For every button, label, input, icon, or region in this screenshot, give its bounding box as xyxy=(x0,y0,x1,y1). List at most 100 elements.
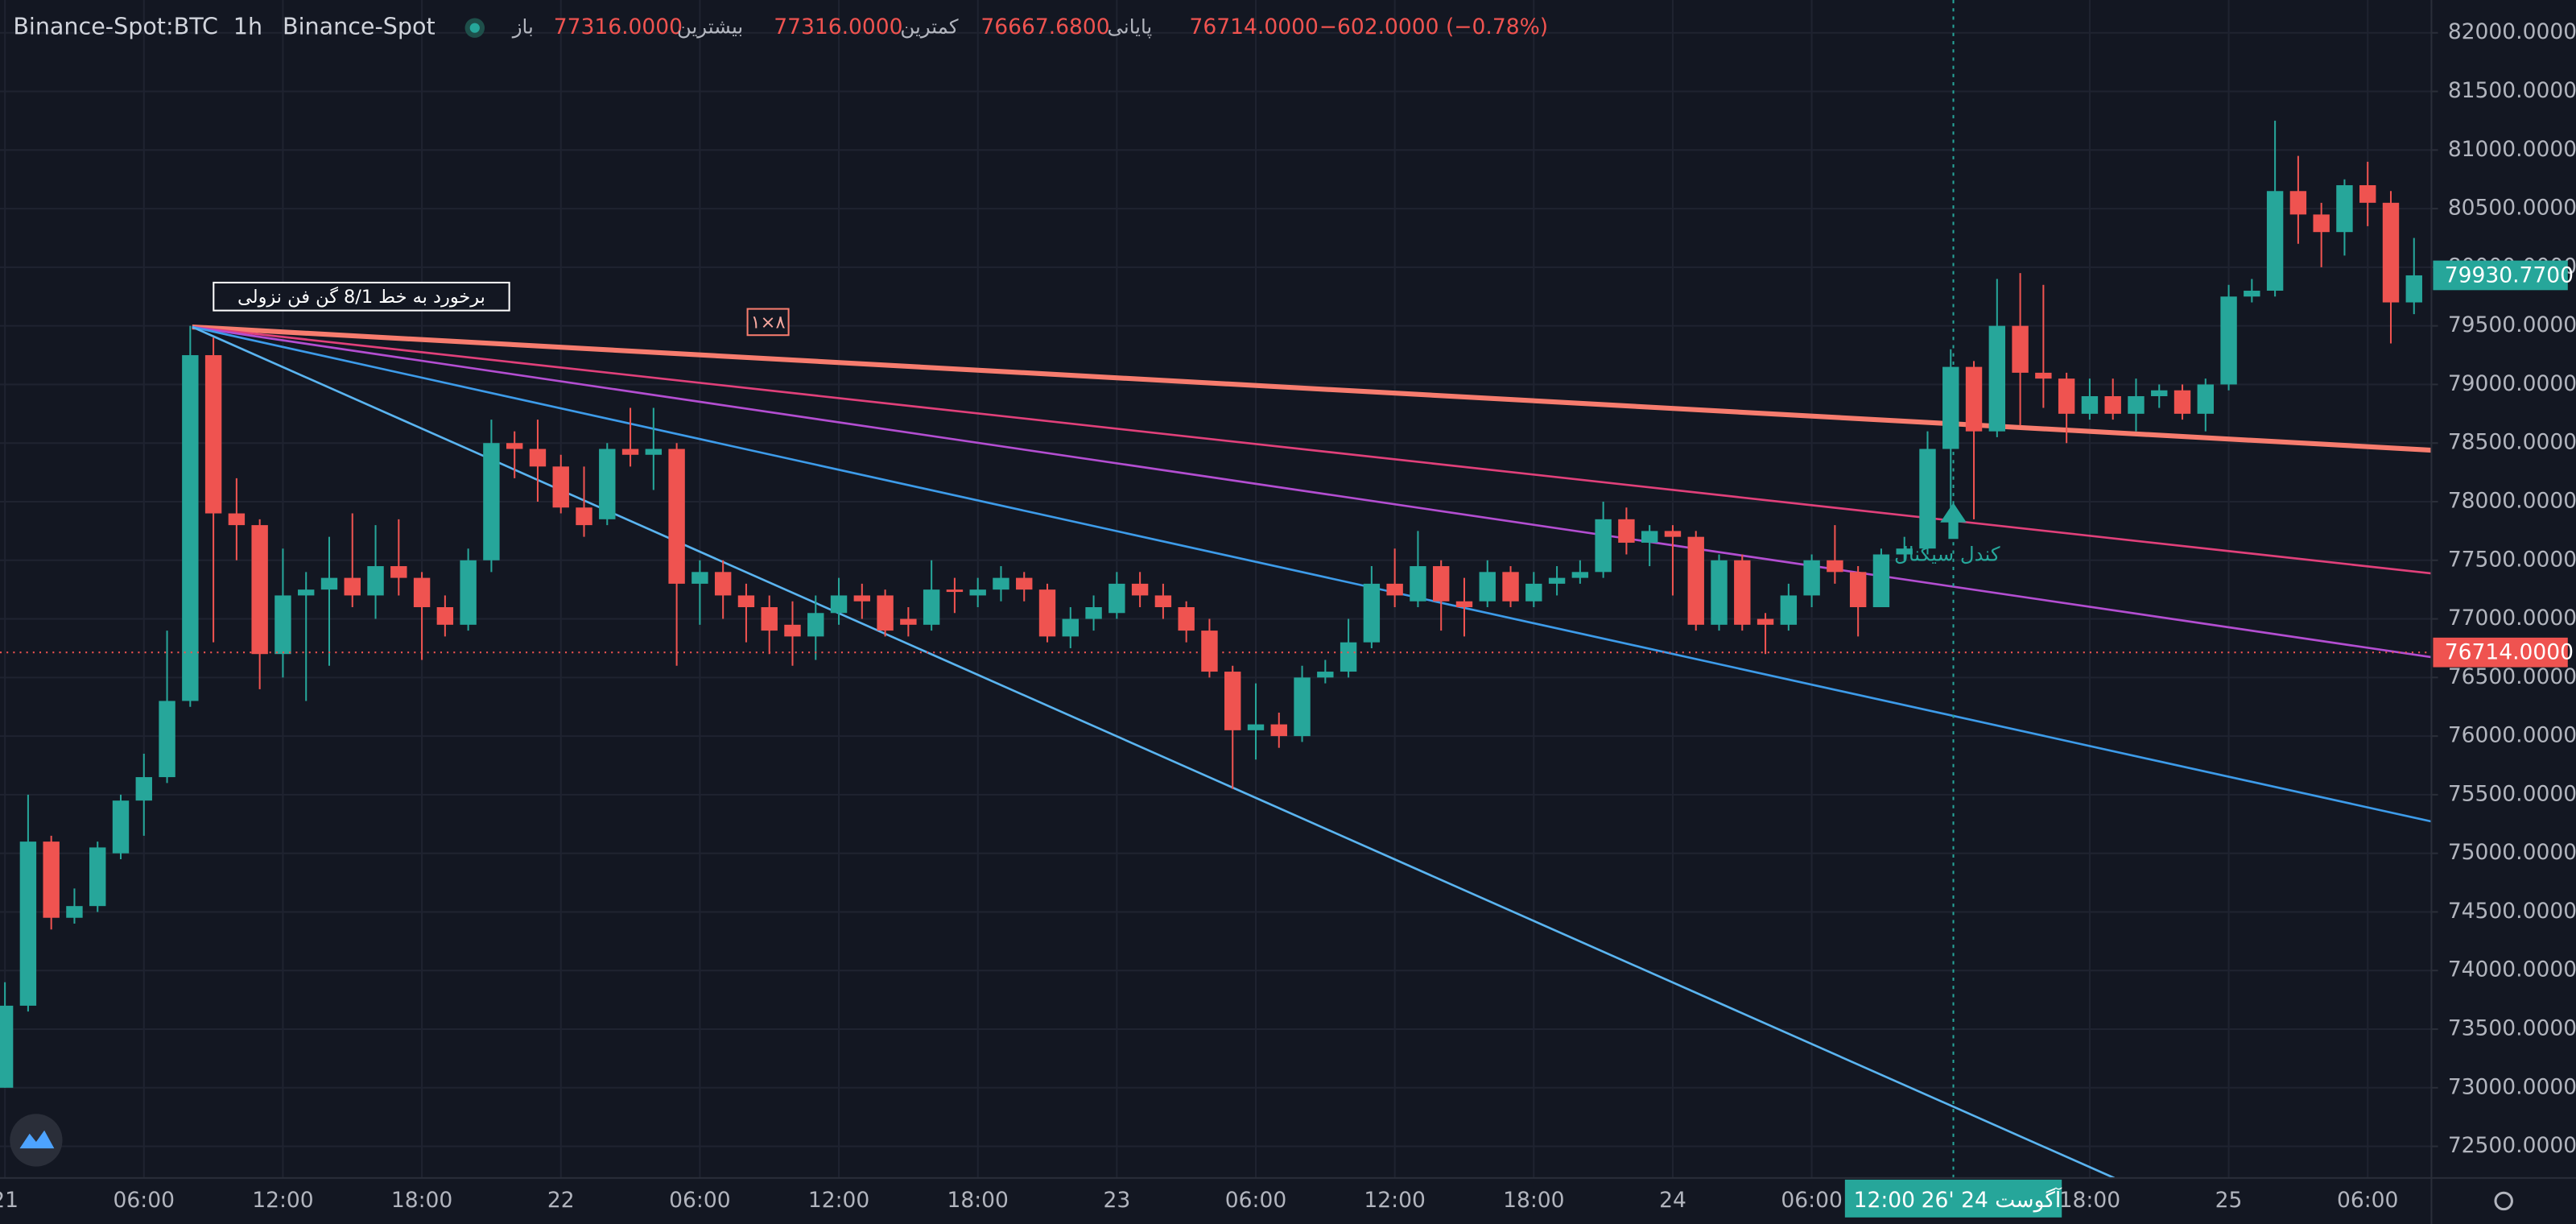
candle-body xyxy=(1016,577,1033,590)
candle-body xyxy=(436,606,454,625)
candle-body xyxy=(43,842,60,918)
candle-body xyxy=(1247,724,1265,730)
candle-body xyxy=(2313,214,2330,233)
candle-body xyxy=(993,577,1009,590)
candles xyxy=(0,120,2432,1088)
legend-label: بیشترین xyxy=(677,15,743,39)
legend-value: 77316.0000 xyxy=(774,14,902,39)
candle-body xyxy=(1849,572,1867,607)
candle-body xyxy=(2266,191,2284,291)
candle-body xyxy=(1410,566,1426,602)
candle-body xyxy=(89,847,106,907)
candle-body xyxy=(1780,595,1798,625)
x-tick-label: 12:00 xyxy=(808,1188,869,1213)
candle-body xyxy=(1154,595,1172,607)
candle-body xyxy=(275,595,291,655)
fan-line xyxy=(192,324,2432,453)
candle-body xyxy=(1827,560,1843,573)
candle-body xyxy=(1571,572,1589,578)
candle-body xyxy=(1919,449,1936,549)
candle-body xyxy=(529,449,547,467)
signal-text: کندل سیگنال xyxy=(1894,543,2000,566)
crosshair-label xyxy=(1844,1179,2062,1218)
candle-body xyxy=(1479,572,1496,602)
legend-label: باز xyxy=(511,15,534,39)
candle-body xyxy=(621,449,639,455)
candle-body xyxy=(390,566,407,578)
candle-body xyxy=(1108,583,1125,614)
legend-label: کمترین xyxy=(900,15,958,39)
y-tick-label: 75000.0000 xyxy=(2448,840,2576,865)
candle-body xyxy=(2104,395,2121,414)
candle-body xyxy=(2336,184,2353,233)
x-tick-label: 06:00 xyxy=(1781,1188,1842,1213)
x-tick-label: 23 xyxy=(1103,1188,1130,1213)
candle-body xyxy=(19,842,37,1006)
candle-body xyxy=(853,595,871,602)
candle-body xyxy=(645,449,663,455)
candle-body xyxy=(737,595,755,607)
candle-body xyxy=(1340,642,1357,672)
interval: 1h xyxy=(233,13,262,40)
legend-change: −602.0000 (−0.78%) xyxy=(1319,14,1548,39)
fan-line xyxy=(192,325,2432,659)
x-tick-label: 18:00 xyxy=(1503,1188,1564,1213)
candle-body xyxy=(2220,296,2237,385)
y-tick-label: 75500.0000 xyxy=(2448,781,2576,806)
y-tick-label: 81000.0000 xyxy=(2448,137,2576,162)
annotation-text: برخورد به خط 8/1 گن فن نزولی xyxy=(237,286,485,308)
candle-body xyxy=(2359,184,2376,203)
candle-body xyxy=(1641,531,1658,543)
price-tag-label: 79930.7700 xyxy=(2445,263,2574,287)
candle-body xyxy=(923,589,940,625)
candle-body xyxy=(413,577,431,607)
time-axis xyxy=(0,1177,2576,1224)
candle-body xyxy=(877,595,894,631)
y-tick-label: 79500.0000 xyxy=(2448,312,2576,337)
candle-body xyxy=(1178,606,1195,631)
candle-body xyxy=(344,577,361,596)
x-tick-label: 06:00 xyxy=(2337,1188,2398,1213)
candle-body xyxy=(1965,366,1983,432)
candle-body xyxy=(1896,548,1913,555)
y-tick-label: 80500.0000 xyxy=(2448,196,2576,221)
candle-body xyxy=(1224,672,1241,730)
candle-body xyxy=(576,507,592,526)
candle-body xyxy=(1386,583,1403,596)
candle-body xyxy=(1502,572,1519,602)
candle-body xyxy=(714,572,732,596)
y-tick-label: 78500.0000 xyxy=(2448,430,2576,455)
x-tick-label: 22 xyxy=(547,1188,575,1213)
y-tick-label: 77000.0000 xyxy=(2448,606,2576,631)
candle-body xyxy=(2012,325,2029,373)
candle-body xyxy=(1270,724,1287,737)
status-dot xyxy=(469,23,480,33)
fan-lines xyxy=(192,324,2432,1180)
settings-icon[interactable] xyxy=(2494,1191,2513,1211)
candle-body xyxy=(2174,390,2191,414)
candle-body xyxy=(2151,390,2168,396)
candle-body xyxy=(691,572,708,584)
y-tick-label: 78000.0000 xyxy=(2448,488,2576,513)
candle-body xyxy=(2289,191,2307,215)
y-tick-label: 76500.0000 xyxy=(2448,664,2576,689)
axis-labels: 72500.0000 73000.0000 73500.0000 74000.0000… xyxy=(0,19,2576,1213)
candle-body xyxy=(159,701,175,778)
y-tick-label: 72500.0000 xyxy=(2448,1133,2576,1158)
candle-body xyxy=(784,624,801,637)
signal-arrow xyxy=(1940,502,1967,540)
candle-body xyxy=(298,589,315,596)
candle-body xyxy=(1595,519,1612,573)
candle-body xyxy=(1548,577,1566,584)
candle-body xyxy=(135,777,152,801)
candle-body xyxy=(1803,560,1820,596)
candle-body xyxy=(1942,366,1959,449)
candle-body xyxy=(1131,583,1149,596)
logo[interactable] xyxy=(10,1114,63,1167)
x-tick-label: 06:00 xyxy=(114,1188,175,1213)
candle-body xyxy=(807,613,824,637)
symbol: Binance-Spot:BTC xyxy=(13,13,218,40)
candle-body xyxy=(320,577,338,590)
legend-value: 77316.0000 xyxy=(554,14,683,39)
